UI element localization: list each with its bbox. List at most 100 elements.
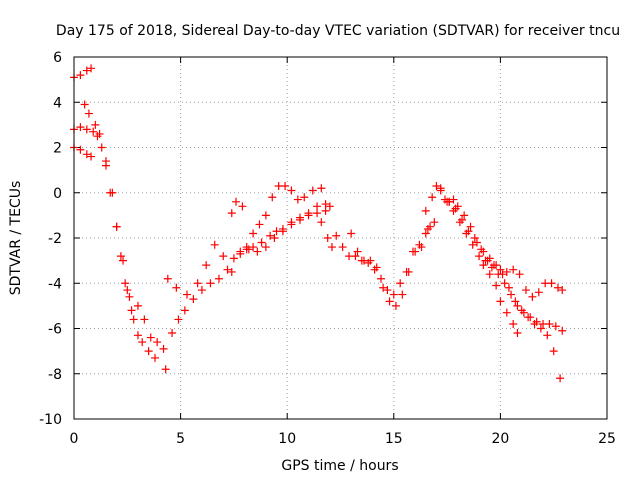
data-point (475, 252, 484, 261)
series-track-h (317, 218, 435, 299)
data-point (504, 283, 513, 292)
series-track-m (479, 261, 522, 338)
data-point (253, 247, 262, 256)
data-point (146, 333, 155, 342)
data-point (398, 290, 407, 299)
y-tick-label: -4 (48, 276, 62, 292)
data-point (121, 279, 130, 288)
data-point (519, 308, 528, 317)
data-point (351, 252, 360, 261)
data-point (287, 186, 296, 195)
y-tick-label: 0 (53, 186, 62, 202)
data-point (347, 229, 356, 238)
data-point (385, 297, 394, 306)
x-axis-label: GPS time / hours (281, 458, 398, 474)
data-point (153, 338, 162, 347)
data-point (101, 161, 110, 170)
y-tick-label: -2 (48, 231, 62, 247)
data-point (404, 267, 413, 276)
data-point (511, 297, 520, 306)
data-point (295, 215, 304, 224)
data-point (116, 252, 125, 261)
data-point (193, 279, 202, 288)
series-track-f (163, 200, 330, 299)
data-point (479, 261, 488, 270)
series-track-g (227, 181, 334, 252)
data-point (411, 247, 420, 256)
data-point (515, 270, 524, 279)
data-point (477, 245, 486, 254)
data-point (421, 206, 430, 215)
data-point (255, 220, 264, 229)
data-point (266, 231, 275, 240)
series-track-j (421, 181, 565, 383)
data-point (227, 267, 236, 276)
data-point (321, 206, 330, 215)
data-point (436, 184, 445, 193)
data-point (210, 240, 219, 249)
data-point (268, 193, 277, 202)
data-point (293, 195, 302, 204)
data-point (82, 66, 91, 75)
data-point (458, 215, 467, 224)
data-point (421, 229, 430, 238)
data-point (287, 218, 296, 227)
plot-frame (73, 56, 608, 420)
data-point (496, 297, 505, 306)
data-point (129, 315, 138, 324)
data-point (242, 243, 251, 252)
data-point (502, 308, 511, 317)
data-point (509, 265, 518, 274)
data-point (532, 317, 541, 326)
data-point (432, 181, 441, 190)
data-point (379, 283, 388, 292)
data-point (558, 286, 567, 295)
data-point (238, 202, 247, 211)
data-point (97, 143, 106, 152)
data-point (261, 211, 270, 220)
data-point (472, 238, 481, 247)
data-point (468, 240, 477, 249)
data-point (161, 365, 170, 374)
data-point (325, 202, 334, 211)
data-point (87, 64, 96, 73)
data-point (556, 374, 565, 383)
data-point (449, 195, 458, 204)
data-points (70, 64, 567, 383)
data-point (543, 331, 552, 340)
series-track-l (445, 197, 567, 301)
data-point (76, 123, 85, 132)
axis-ticks: 0 5 10 15 20 25 -10 -8 -6 -4 -2 0 2 4 6 (39, 50, 616, 447)
data-point (526, 313, 535, 322)
data-point (383, 286, 392, 295)
data-point (197, 286, 206, 295)
grid-lines (74, 57, 607, 419)
data-point (545, 319, 554, 328)
data-point (313, 202, 322, 211)
data-point (236, 247, 245, 256)
y-tick-label: 6 (53, 50, 62, 66)
data-point (428, 193, 437, 202)
data-point (485, 270, 494, 279)
data-point (496, 265, 505, 274)
data-point (327, 243, 336, 252)
data-point (536, 324, 545, 333)
data-point (417, 243, 426, 252)
data-point (125, 292, 134, 301)
x-tick-label: 0 (70, 431, 79, 447)
data-point (317, 184, 326, 193)
data-point (423, 224, 432, 233)
data-point (451, 204, 460, 213)
data-point (494, 270, 503, 279)
data-point (123, 286, 132, 295)
data-point (76, 145, 85, 154)
data-point (353, 247, 362, 256)
data-point (219, 252, 228, 261)
data-point (80, 100, 89, 109)
data-point (313, 209, 322, 218)
data-point (553, 283, 562, 292)
data-point (119, 256, 128, 265)
data-point (229, 254, 238, 263)
data-point (547, 279, 556, 288)
